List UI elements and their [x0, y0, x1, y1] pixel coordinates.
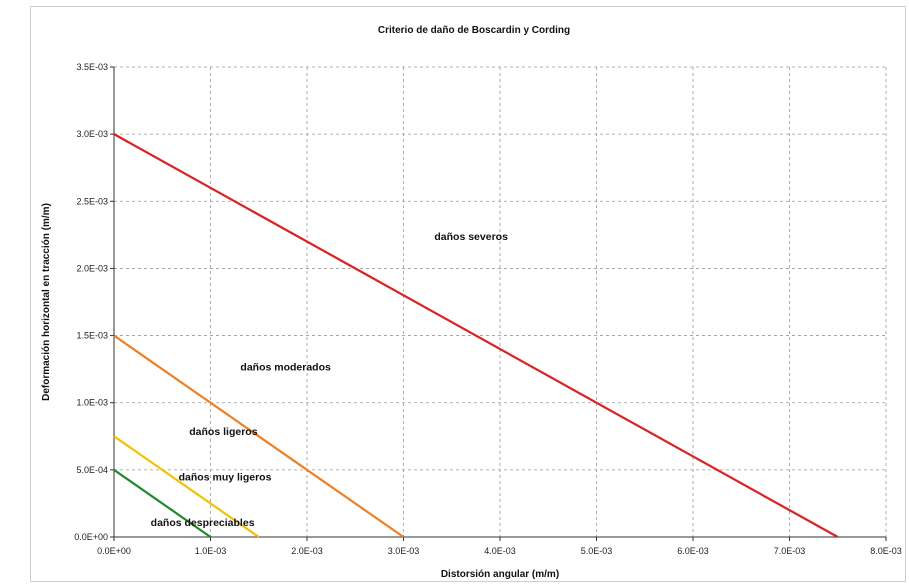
x-tick-label: 2.0E-03 — [291, 546, 323, 556]
x-tick-label: 0.0E+00 — [97, 546, 131, 556]
series-lines — [113, 133, 839, 538]
y-tick-label: 2.5E-03 — [76, 196, 108, 206]
y-tick-label: 2.0E-03 — [76, 263, 108, 273]
y-tick-label: 1.0E-03 — [76, 398, 108, 408]
region-labels: daños despreciables daños muy ligeros daño… — [151, 231, 508, 529]
grid — [114, 66, 887, 537]
region-label: daños ligeros — [189, 426, 257, 438]
series-line — [113, 133, 839, 538]
x-axis-label: Distorsión angular (m/m) — [441, 569, 559, 580]
chart-title: Criterio de daño de Boscardin y Cording — [378, 25, 570, 36]
y-tick-label: 1.5E-03 — [76, 331, 108, 341]
x-tick-label: 8.0E-03 — [870, 546, 902, 556]
y-axis-label: Deformación horizontal en tracción (m/m) — [41, 203, 52, 401]
y-axis-ticks: 0.0E+00 5.0E-04 1.0E-03 1.5E-03 2.0E-03 2.5E-… — [74, 62, 114, 542]
x-tick-label: 7.0E-03 — [774, 546, 806, 556]
x-axis-ticks: 0.0E+00 1.0E-03 2.0E-03 3.0E-03 4.0E-03 5.0E-… — [97, 537, 902, 556]
y-tick-label: 0.0E+00 — [74, 532, 108, 542]
region-label: daños despreciables — [151, 517, 255, 529]
series-line — [113, 334, 405, 538]
x-tick-label: 4.0E-03 — [484, 546, 516, 556]
chart-frame — [30, 6, 906, 582]
y-tick-label: 5.0E-04 — [76, 465, 108, 475]
y-tick-label: 3.5E-03 — [76, 62, 108, 72]
x-tick-label: 1.0E-03 — [195, 546, 227, 556]
x-tick-label: 5.0E-03 — [581, 546, 613, 556]
region-label: daños muy ligeros — [179, 472, 272, 484]
x-tick-label: 6.0E-03 — [677, 546, 709, 556]
y-tick-label: 3.0E-03 — [76, 129, 108, 139]
region-label: daños severos — [434, 231, 508, 243]
series-line — [113, 468, 212, 538]
x-tick-label: 3.0E-03 — [388, 546, 420, 556]
region-label: daños moderados — [240, 361, 331, 373]
series-line — [113, 435, 260, 538]
